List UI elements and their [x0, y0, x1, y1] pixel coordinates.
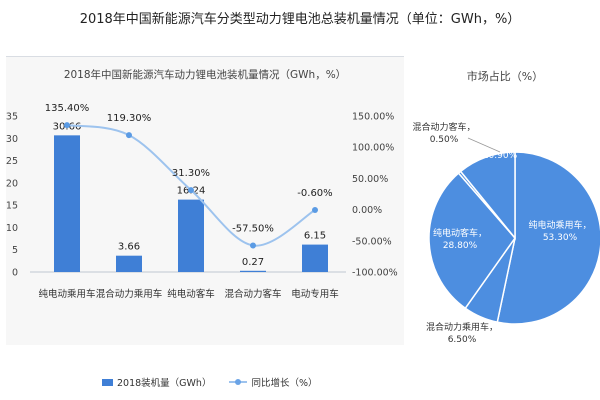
y-left-tick-label: 35 [6, 112, 18, 123]
y-right-tick-label: -100.00% [352, 268, 398, 279]
y-right-tick-label: 0.00% [352, 205, 382, 216]
growth-point [250, 242, 256, 249]
pie-slice [496, 151, 600, 325]
bar [302, 244, 328, 272]
pie-slice [459, 151, 516, 241]
pie-slice-value: 53.30% [543, 233, 578, 243]
growth-value-label: -57.50% [232, 223, 274, 234]
x-category-label: 混合动力乘用车 [96, 288, 163, 300]
growth-point [64, 122, 70, 129]
bar-value-label: 6.15 [304, 231, 326, 242]
y-right-tick-label: 50.00% [352, 174, 388, 185]
pie-slice-label: 电动专用车， [473, 137, 527, 149]
y-right-tick-label: 100.00% [352, 143, 394, 154]
legend-line-swatch [229, 379, 248, 385]
bar-value-label: 3.66 [118, 242, 140, 253]
growth-point [312, 206, 318, 213]
x-category-label: 混合动力客车 [224, 288, 281, 300]
pie-chart-title: 市场占比（%） [466, 70, 544, 83]
pie-slice-value: 28.80% [443, 241, 478, 251]
growth-value-label: 119.30% [107, 113, 152, 124]
bar [116, 255, 142, 272]
pie-slice-value: 10.90% [483, 151, 518, 161]
x-category-label: 电动专用车 [291, 288, 339, 300]
pie-slice-label: 混合动力客车， [412, 121, 475, 133]
y-right-tick-label: -50.00% [352, 236, 392, 247]
bar [178, 199, 204, 272]
page-title: 2018年中国新能源汽车分类型动力锂电池总装机量情况（单位：GWh，%） [79, 12, 521, 27]
y-right-tick-label: 150.00% [352, 112, 394, 123]
growth-point [126, 132, 132, 139]
x-category-label: 纯电动客车 [167, 288, 215, 300]
y-left-tick-label: 20 [6, 178, 18, 189]
legend-line-label: 同比增长（%） [251, 378, 318, 389]
pie-slice-label: 纯电动客车， [433, 227, 487, 239]
y-left-tick-label: 15 [6, 201, 18, 212]
y-left-tick-label: 30 [6, 134, 18, 145]
y-left-tick-label: 10 [6, 223, 18, 234]
x-category-label: 纯电动乘用车 [38, 288, 95, 300]
legend-bar-label: 2018装机量（GWh） [117, 378, 212, 389]
pie-slice-label: 混合动力乘用车， [426, 321, 498, 333]
pie-slice-label: 纯电动乘用车， [528, 219, 591, 231]
bar [240, 270, 266, 272]
bar-value-label: 0.27 [242, 257, 264, 268]
combo-chart-title: 2018年中国新能源汽车动力锂电池装机量情况（GWh，%） [63, 69, 347, 81]
combo-chart-legend: 2018装机量（GWh） 同比增长（%） [102, 375, 317, 389]
growth-point [188, 187, 194, 194]
growth-value-label: -0.60% [297, 188, 332, 199]
pie-leader-line [467, 137, 501, 153]
pie-slice-value: 6.50% [448, 335, 477, 345]
pie-slice [428, 172, 516, 310]
y-left-tick-label: 25 [6, 156, 18, 167]
bar [54, 135, 80, 272]
y-left-tick-label: 0 [12, 268, 18, 279]
growth-value-label: 135.40% [45, 103, 90, 114]
y-left-tick-label: 5 [12, 245, 18, 256]
legend-bar-swatch [102, 378, 113, 386]
growth-value-label: 31.30% [172, 168, 210, 179]
pie-slice-value: 0.50% [430, 135, 459, 145]
